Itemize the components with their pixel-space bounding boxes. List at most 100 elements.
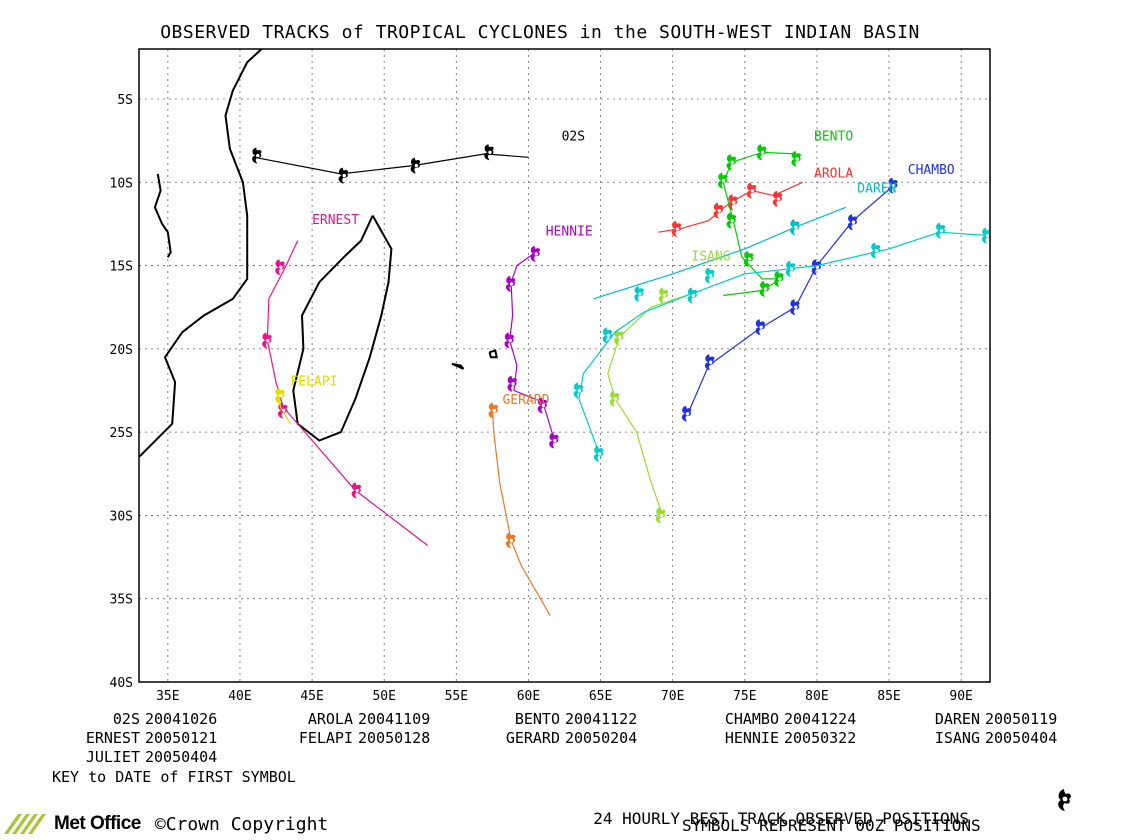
track-position-chambo	[790, 299, 800, 316]
track-position-arola	[671, 220, 682, 237]
key-storm-name: FELAPI	[298, 729, 353, 747]
track-position-bento	[791, 150, 801, 167]
y-tick-label: 20S	[110, 343, 133, 358]
track-position-isang	[655, 507, 666, 524]
key-storm-date: 20050128	[358, 729, 431, 747]
key-storm-date: 20041224	[784, 710, 857, 728]
madagascar-coastline	[292, 215, 393, 442]
x-tick-label: 45E	[300, 689, 323, 700]
key-storm-date: 20050404	[145, 748, 218, 766]
track-position-chambo	[888, 177, 898, 194]
y-tick-label: 10S	[110, 176, 133, 191]
note-line-2: SYMBOLS REPRESENT 00Z POSITIONS	[682, 816, 981, 835]
key-storm-date: 20050121	[145, 729, 218, 747]
storm-labels: 02S AROLA BENTO CHAMBO DAREN ERNEST FELAPI GERA…	[290, 130, 954, 408]
track-position-juliet	[593, 445, 604, 462]
storm-label-bento: BENTO	[814, 130, 853, 145]
track-position-hennie	[505, 275, 516, 292]
track-position-hennie	[530, 245, 540, 262]
y-tick-label: 15S	[110, 260, 133, 275]
lake-malawi	[153, 173, 172, 258]
track-position-chambo	[681, 405, 692, 422]
x-tick-label: 40E	[228, 689, 251, 700]
key-storm-name: 02S	[112, 710, 140, 728]
map-gridlines	[139, 49, 990, 682]
track-position-arola	[713, 202, 724, 219]
track-gerard	[491, 407, 551, 616]
key-storm-date: 20050204	[565, 729, 638, 747]
key-storm-name: HENNIE	[724, 729, 779, 747]
track-position-02s	[338, 167, 349, 184]
track-position-daren	[790, 219, 800, 236]
map-title: OBSERVED TRACKS of TROPICAL CYCLONES in …	[160, 22, 920, 43]
key-storm-date: 20050119	[985, 710, 1058, 728]
track-position-bento	[717, 172, 728, 189]
storm-label-hennie: HENNIE	[546, 225, 593, 240]
track-position-02s	[252, 147, 262, 164]
track-position-gerard	[488, 402, 499, 419]
storm-tracks	[252, 144, 990, 616]
key-storm-name: ERNEST	[85, 729, 140, 747]
track-position-arola	[746, 182, 757, 199]
track-position-juliet	[785, 260, 796, 277]
x-tick-label: 60E	[517, 689, 540, 700]
track-position-juliet	[573, 382, 584, 399]
key-storm-name: GERARD	[505, 729, 560, 747]
key-storm-name: CHAMBO	[724, 710, 779, 728]
x-tick-label: 85E	[877, 689, 900, 700]
track-position-isang	[614, 329, 624, 346]
storm-label-ernest: ERNEST	[312, 213, 359, 228]
track-position-isang	[609, 390, 620, 407]
x-tick-label: 90E	[949, 689, 972, 700]
storm-label-02s: 02S	[562, 130, 585, 145]
y-tick-label: 5S	[117, 93, 133, 108]
x-tick-label: 75E	[733, 689, 756, 700]
track-position-gerard	[505, 532, 516, 549]
coastlines	[139, 49, 498, 458]
track-juliet	[578, 231, 990, 458]
track-position-chambo	[755, 319, 765, 336]
key-storm-date: 20041109	[358, 710, 431, 728]
track-position-juliet	[981, 227, 990, 244]
track-position-bento	[756, 144, 767, 161]
cyclone-symbol-icon	[1058, 789, 1071, 811]
met-office-wordmark: Met Office	[54, 813, 141, 834]
track-position-bento	[743, 250, 754, 267]
key-storm-name: AROLA	[307, 710, 353, 728]
track-position-bento	[759, 280, 770, 297]
track-position-felapi	[275, 387, 285, 404]
met-office-stripes-icon	[4, 814, 46, 834]
key-storm-name: DAREN	[934, 710, 980, 728]
key-storm-date: 20041122	[565, 710, 638, 728]
track-chambo	[686, 185, 894, 416]
track-position-juliet	[870, 242, 881, 259]
x-tick-label: 65E	[589, 689, 612, 700]
track-position-chambo	[811, 259, 822, 276]
reunion-island	[451, 362, 465, 370]
track-position-arola	[728, 194, 738, 211]
track-position-bento	[726, 212, 737, 229]
track-position-chambo	[847, 214, 858, 231]
x-tick-label: 55E	[445, 689, 468, 700]
track-position-juliet	[935, 222, 946, 239]
track-isang	[607, 289, 702, 516]
track-position-bento	[774, 270, 784, 287]
storm-label-daren: DAREN	[857, 181, 896, 196]
track-position-bento	[726, 154, 737, 171]
cyclone-track-map: 35E 40E 45E 50E 55E 60E 65E 70E 75E 80E 85E 90E 5S 10…	[110, 48, 991, 700]
x-tick-label: 35E	[156, 689, 179, 700]
track-hennie	[509, 248, 555, 441]
track-position-chambo	[704, 354, 715, 371]
y-tick-label: 30S	[110, 509, 133, 524]
note-line-1: 24 HOURLY BEST TRACK OBSERVED POSITIONS	[593, 809, 969, 828]
track-02s	[254, 153, 529, 175]
key-storm-name: BENTO	[514, 710, 560, 728]
x-tick-label: 50E	[372, 689, 395, 700]
track-position-juliet	[634, 285, 644, 302]
track-position-ernest	[351, 482, 362, 499]
track-position-ernest	[275, 259, 285, 276]
track-position-02s	[484, 144, 494, 161]
mauritius-island	[488, 349, 498, 359]
track-ernest	[266, 240, 428, 546]
key-storm-name: JULIET	[85, 748, 140, 766]
